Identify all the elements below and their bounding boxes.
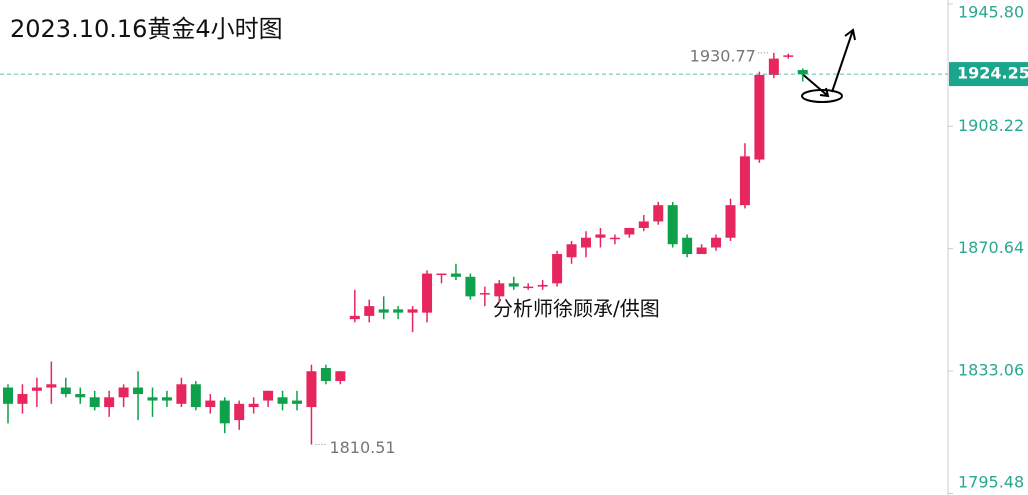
candle-body	[768, 58, 779, 75]
y-tick-label: 1870.64	[958, 238, 1024, 257]
candle-body	[219, 400, 230, 424]
candle-body	[364, 306, 375, 316]
candle-body	[436, 273, 447, 276]
candle-body	[696, 247, 707, 255]
candle-body	[3, 387, 13, 404]
high-label: 1930.77	[690, 46, 756, 65]
last-price-label: 1924.25	[957, 64, 1028, 83]
candle-body	[479, 293, 490, 295]
candle-body	[60, 387, 71, 395]
watermark: 分析师徐顾承/供图	[493, 297, 660, 321]
candle-body	[725, 205, 736, 238]
candle-body	[422, 273, 433, 313]
candle-body	[754, 74, 765, 160]
candle-body	[176, 384, 187, 404]
candle-body	[494, 283, 505, 297]
candle-body	[248, 403, 259, 408]
low-label: 1810.51	[329, 438, 395, 457]
candle-body	[75, 394, 86, 398]
candle-body	[682, 237, 693, 255]
candle-body	[653, 205, 664, 222]
candle-body	[378, 309, 389, 313]
y-tick-label: 1908.22	[958, 116, 1024, 135]
candle-body	[609, 237, 620, 240]
candle-body	[147, 397, 158, 401]
candle-body	[552, 254, 563, 284]
last-price-box	[949, 62, 1028, 87]
candle-body	[234, 403, 245, 421]
candle-body	[537, 284, 548, 287]
candle-body	[133, 387, 144, 395]
y-tick-label: 1945.80	[958, 3, 1024, 22]
candle-body	[46, 384, 57, 388]
candle-body	[393, 309, 404, 313]
candle-body	[190, 384, 201, 408]
candle-body	[17, 394, 28, 404]
candle-body	[263, 390, 274, 401]
candle-body	[335, 371, 346, 382]
candle-body	[205, 400, 216, 408]
candle-body	[89, 397, 100, 408]
candle-body	[465, 276, 476, 297]
candle-body	[667, 205, 678, 245]
candle-body	[407, 309, 418, 313]
candle-body	[797, 70, 808, 75]
candle-body	[523, 286, 534, 289]
candle-body	[161, 397, 172, 401]
candle-body	[306, 371, 317, 408]
candle-body	[292, 400, 302, 404]
y-tick-label: 1795.48	[958, 473, 1024, 492]
y-tick-label: 1833.06	[958, 361, 1024, 380]
candle-body	[595, 234, 606, 238]
candle-body	[31, 387, 42, 391]
candle-body	[566, 244, 577, 258]
candle-body	[104, 397, 115, 408]
candle-body	[277, 397, 288, 404]
candle-body	[638, 221, 649, 228]
candle-body	[320, 367, 331, 382]
hand-drawing	[799, 28, 856, 103]
candle-body	[581, 237, 591, 248]
candle-body	[118, 387, 129, 398]
candle-body	[508, 283, 519, 287]
candle-body	[783, 55, 794, 57]
candle-body	[349, 315, 360, 320]
candle-body	[450, 273, 461, 277]
chart-title: 2023.10.16黄金4小时图	[10, 15, 283, 43]
candle-body	[624, 227, 635, 235]
candle-body	[739, 156, 750, 206]
candle-body	[711, 237, 722, 248]
